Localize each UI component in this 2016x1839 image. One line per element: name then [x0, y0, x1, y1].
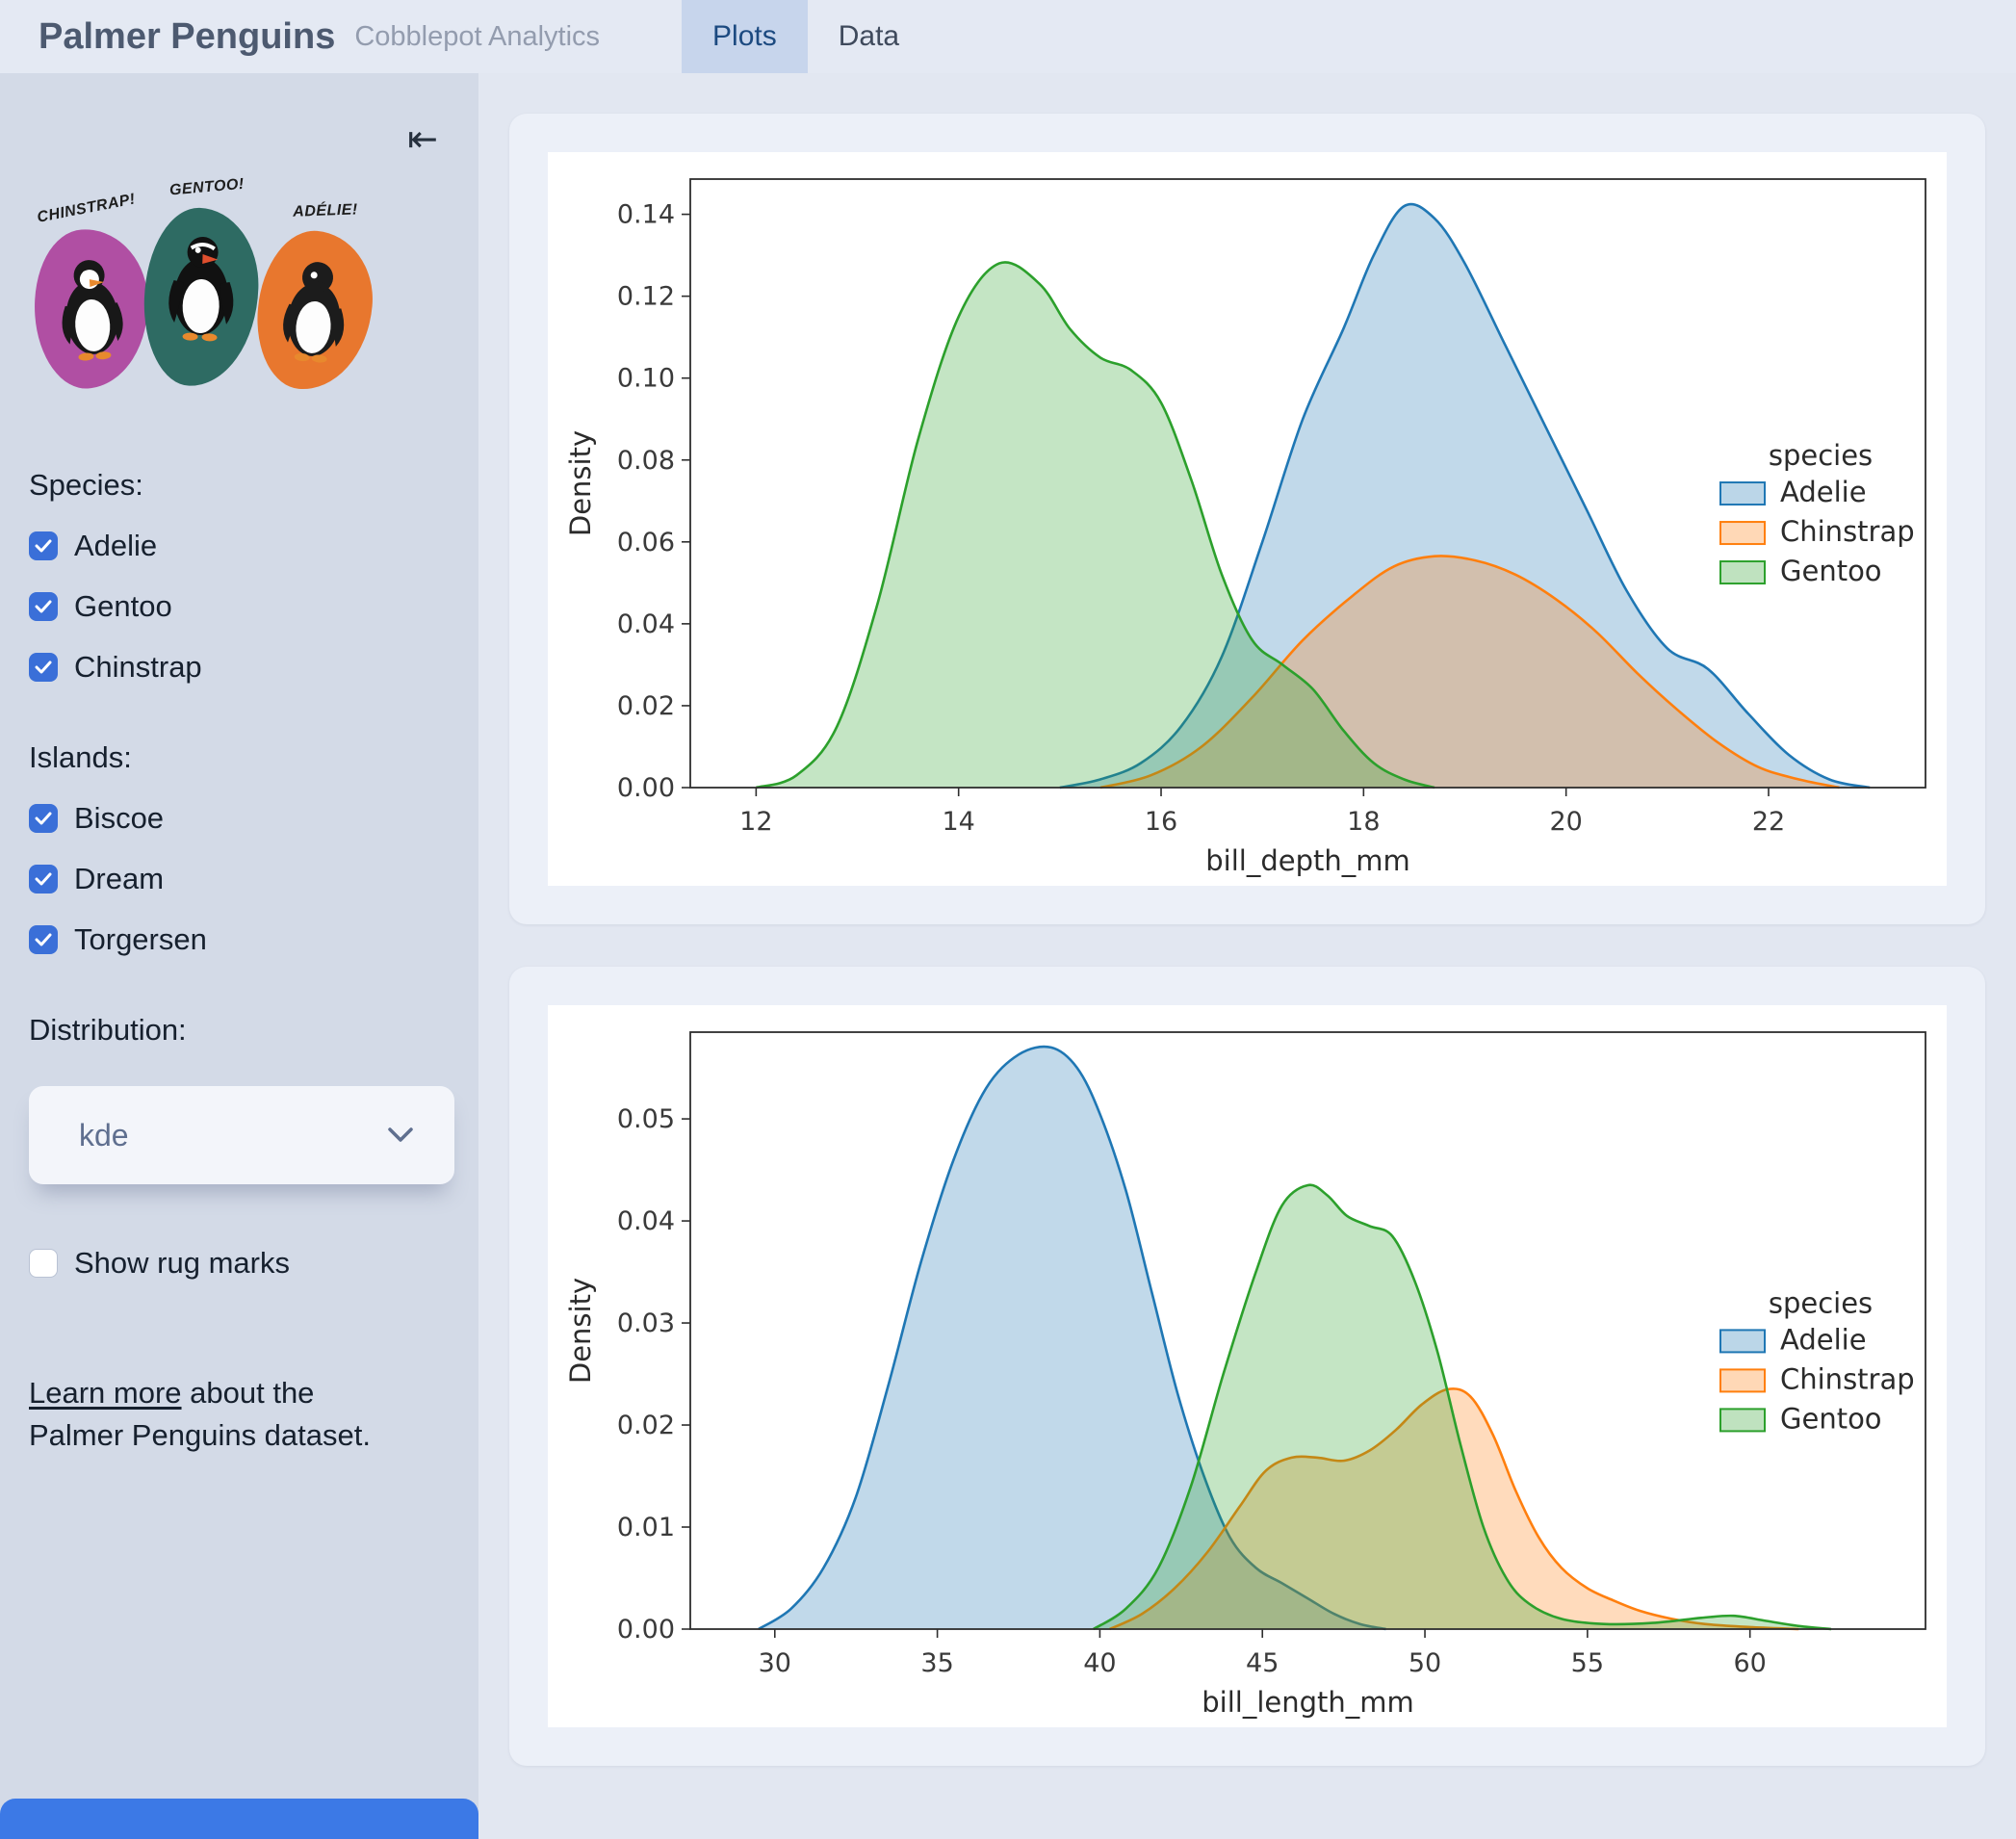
svg-text:14: 14	[943, 807, 975, 837]
svg-text:species: species	[1769, 1286, 1873, 1319]
checkbox-checked-icon[interactable]	[29, 804, 58, 833]
sidebar-collapse-button[interactable]: ⇤	[403, 117, 442, 162]
species-label: Species:	[29, 468, 143, 502]
svg-text:0.10: 0.10	[617, 364, 675, 394]
checkbox-label: Chinstrap	[74, 650, 202, 684]
svg-text:bill_length_mm: bill_length_mm	[1202, 1686, 1414, 1719]
chevron-down-icon	[388, 1127, 413, 1142]
svg-text:species: species	[1769, 439, 1873, 472]
svg-text:55: 55	[1571, 1648, 1604, 1678]
distribution-select[interactable]: kde	[29, 1086, 454, 1184]
svg-text:0.12: 0.12	[617, 282, 675, 312]
app-title: Palmer Penguins	[39, 15, 336, 57]
checkbox-label: Show rug marks	[74, 1246, 290, 1280]
adelie-caption: ADÉLIE!	[292, 201, 359, 220]
checkbox-checked-icon[interactable]	[29, 531, 58, 560]
checkbox-checked-icon[interactable]	[29, 925, 58, 954]
penguin-icon	[62, 260, 123, 361]
bill-length-density-chart: 30 35 40 45 50 55 60 0.00 0.01 0.02 0.03 0.04 0.05 bi…	[564, 1031, 1926, 1719]
checkbox-unchecked-icon[interactable]	[29, 1249, 58, 1278]
svg-text:0.06: 0.06	[617, 528, 675, 557]
app-subtitle: Cobblepot Analytics	[354, 20, 601, 52]
checkbox-label: Adelie	[74, 529, 158, 562]
checkbox-checked-icon[interactable]	[29, 592, 58, 621]
svg-text:18: 18	[1347, 807, 1380, 837]
svg-text:Chinstrap: Chinstrap	[1780, 515, 1915, 548]
svg-text:0.05: 0.05	[617, 1104, 675, 1134]
svg-text:0.03: 0.03	[617, 1308, 675, 1338]
checkbox-label: Gentoo	[74, 589, 172, 623]
svg-text:60: 60	[1733, 1648, 1766, 1678]
svg-text:Adelie: Adelie	[1780, 476, 1867, 508]
learn-more-link[interactable]: Learn more	[29, 1376, 182, 1410]
rug-marks-option[interactable]: Show rug marks	[29, 1246, 478, 1281]
svg-text:40: 40	[1083, 1648, 1116, 1678]
svg-text:0.02: 0.02	[617, 1411, 675, 1440]
checkbox-checked-icon[interactable]	[29, 865, 58, 894]
checkbox-label: Torgersen	[74, 922, 207, 956]
bill-depth-figure: 12 14 16 18 20 22 0.00 0.02 0.04 0.06 0.08 0.10 0.12…	[548, 152, 1947, 886]
species-option-gentoo[interactable]: Gentoo	[29, 589, 478, 624]
svg-text:16: 16	[1145, 807, 1177, 837]
island-option-biscoe[interactable]: Biscoe	[29, 801, 478, 836]
tab-plots[interactable]: Plots	[682, 0, 808, 73]
penguins-artwork: CHINSTRAP! GENTOO!	[29, 169, 443, 425]
navbar: Palmer Penguins Cobblepot Analytics Plot…	[0, 0, 2016, 73]
nav-tabs: Plots Data	[682, 0, 930, 73]
main-content: 12 14 16 18 20 22 0.00 0.02 0.04 0.06 0.08 0.10 0.12…	[478, 73, 2016, 1839]
svg-text:0.14: 0.14	[617, 200, 675, 230]
learn-more-text: Learn more about the Palmer Penguins dat…	[29, 1372, 404, 1457]
svg-text:0.01: 0.01	[617, 1513, 675, 1542]
svg-text:22: 22	[1752, 807, 1785, 837]
island-option-torgersen[interactable]: Torgersen	[29, 922, 478, 957]
svg-text:Gentoo: Gentoo	[1780, 555, 1882, 587]
species-option-chinstrap[interactable]: Chinstrap	[29, 650, 478, 685]
svg-text:45: 45	[1246, 1648, 1279, 1678]
svg-text:Chinstrap: Chinstrap	[1780, 1362, 1915, 1395]
penguin-illustration-gentoo: GENTOO!	[141, 176, 262, 389]
island-option-dream[interactable]: Dream	[29, 862, 478, 896]
bill-length-figure: 30 35 40 45 50 55 60 0.00 0.01 0.02 0.03 0.04 0.05 bi…	[548, 1005, 1947, 1727]
svg-text:Adelie: Adelie	[1780, 1323, 1867, 1356]
penguin-illustration-adelie: ADÉLIE!	[251, 201, 378, 395]
sidebar-footer-accent[interactable]	[0, 1799, 478, 1839]
svg-text:12: 12	[739, 807, 772, 837]
svg-text:0.00: 0.00	[617, 1615, 675, 1645]
svg-text:bill_depth_mm: bill_depth_mm	[1205, 844, 1410, 877]
svg-text:0.08: 0.08	[617, 446, 675, 476]
bill-depth-card: 12 14 16 18 20 22 0.00 0.02 0.04 0.06 0.08 0.10 0.12…	[509, 114, 1985, 924]
distribution-label: Distribution:	[29, 1013, 187, 1047]
svg-text:0.04: 0.04	[617, 609, 675, 639]
svg-text:35: 35	[920, 1648, 953, 1678]
svg-text:0.02: 0.02	[617, 691, 675, 721]
svg-text:Gentoo: Gentoo	[1780, 1402, 1882, 1435]
islands-label: Islands:	[29, 740, 132, 774]
bill-depth-density-chart: 12 14 16 18 20 22 0.00 0.02 0.04 0.06 0.08 0.10 0.12…	[564, 178, 1926, 877]
svg-text:Density: Density	[564, 1278, 597, 1384]
checkbox-label: Dream	[74, 862, 165, 895]
species-option-adelie[interactable]: Adelie	[29, 529, 478, 563]
penguin-icon	[283, 262, 345, 363]
chinstrap-caption: CHINSTRAP!	[36, 191, 138, 226]
svg-text:0.00: 0.00	[617, 773, 675, 803]
bill-length-card: 30 35 40 45 50 55 60 0.00 0.01 0.02 0.03 0.04 0.05 bi…	[509, 967, 1985, 1766]
svg-text:0.04: 0.04	[617, 1206, 675, 1236]
checkbox-checked-icon[interactable]	[29, 653, 58, 682]
svg-text:50: 50	[1409, 1648, 1441, 1678]
learn-more-rest: about the Palmer Penguins dataset.	[29, 1376, 371, 1453]
gentoo-caption: GENTOO!	[168, 175, 246, 199]
svg-text:20: 20	[1549, 807, 1582, 837]
tab-data[interactable]: Data	[838, 20, 900, 52]
penguin-illustration-chinstrap: CHINSTRAP!	[29, 191, 154, 392]
distribution-select-value: kde	[79, 1117, 129, 1153]
sidebar: ⇤ CHINSTRAP! GENTOO!	[0, 73, 478, 1839]
checkbox-label: Biscoe	[74, 801, 165, 835]
svg-text:30: 30	[759, 1648, 791, 1678]
penguin-icon	[168, 237, 234, 342]
svg-text:Density: Density	[564, 430, 597, 536]
